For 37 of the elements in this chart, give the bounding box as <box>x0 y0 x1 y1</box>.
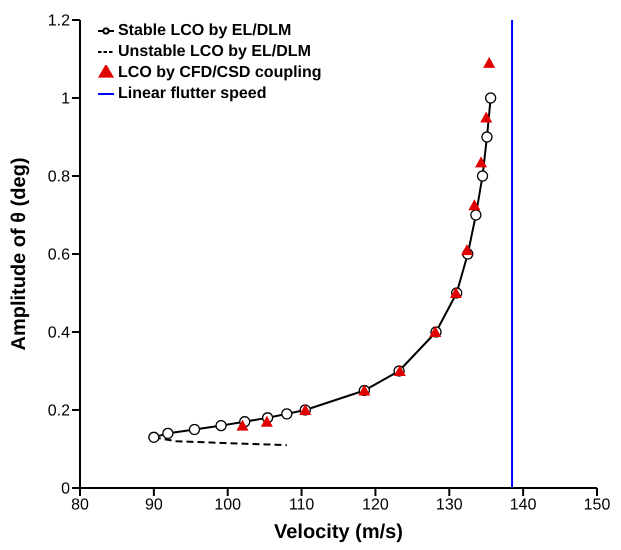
point <box>260 416 273 427</box>
y-tick-label: 0 <box>61 480 70 498</box>
x-tick-label: 100 <box>214 496 242 514</box>
y-tick-label: 0.4 <box>48 324 70 342</box>
legend-label: Unstable LCO by EL/DLM <box>118 43 311 60</box>
legend-label: Stable LCO by EL/DLM <box>118 22 292 39</box>
legend-label: Linear flutter speed <box>118 85 266 102</box>
y-axis-title: Amplitude of θ (deg) <box>8 157 30 351</box>
y-tick-label: 1.2 <box>48 12 70 30</box>
x-tick-label: 140 <box>510 496 537 514</box>
point <box>148 432 160 443</box>
point <box>481 131 493 143</box>
x-tick-label: 90 <box>144 496 163 514</box>
point <box>215 420 227 432</box>
x-tick-label: 130 <box>436 496 463 514</box>
y-tick-label: 0.8 <box>48 168 70 186</box>
point <box>468 199 480 210</box>
y-tick-label: 1 <box>61 90 70 108</box>
point <box>480 112 492 122</box>
x-tick-label: 150 <box>584 496 610 514</box>
y-tick-label: 0.6 <box>48 246 70 264</box>
point <box>476 170 488 182</box>
point <box>470 209 482 221</box>
point <box>281 408 292 420</box>
point <box>475 156 488 168</box>
y-tick-label: 0.2 <box>48 402 70 420</box>
legend-label: LCO by CFD/CSD coupling <box>118 64 322 81</box>
x-tick-label: 80 <box>71 496 89 514</box>
x-tick-label: 120 <box>362 496 389 514</box>
point <box>484 92 496 104</box>
point <box>162 428 174 440</box>
point <box>236 420 248 431</box>
point <box>483 56 496 68</box>
x-axis-title: Velocity (m/s) <box>274 521 403 543</box>
point <box>461 244 474 256</box>
point <box>188 424 200 436</box>
x-tick-label: 110 <box>288 496 314 514</box>
